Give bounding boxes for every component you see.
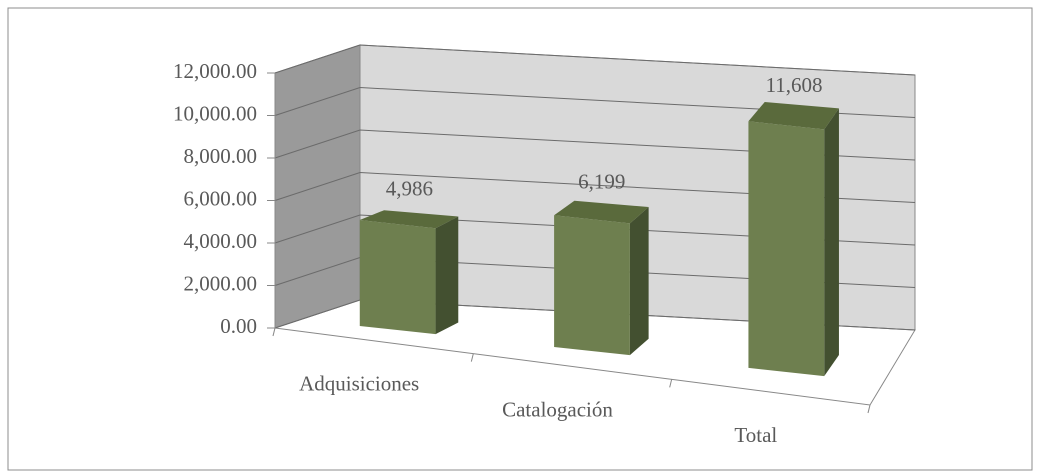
- y-tick-label: 2,000.00: [184, 271, 258, 295]
- x-tick: [470, 353, 474, 362]
- y-tick-label: 4,000.00: [184, 229, 258, 253]
- y-tick-label: 0.00: [220, 314, 257, 338]
- bar-top: [748, 102, 839, 130]
- bar-top: [359, 210, 459, 229]
- y-tick-label: 12,000.00: [173, 59, 257, 83]
- x-tick: [669, 379, 673, 388]
- x-tick-label: Catalogación: [502, 397, 613, 421]
- bar: [748, 121, 825, 377]
- x-tick-label: Total: [734, 423, 777, 447]
- x-tick-label: Adquisiciones: [299, 372, 419, 396]
- bar-side: [629, 207, 649, 356]
- grid-line: [274, 44, 916, 76]
- x-tick: [867, 404, 871, 414]
- value-label: 4,986: [386, 177, 433, 201]
- grid-line: [274, 129, 916, 161]
- grid-line: [274, 214, 916, 246]
- bar-top: [554, 200, 649, 224]
- bar-side: [824, 108, 839, 377]
- y-tick-label: 8,000.00: [184, 144, 258, 168]
- y-tick-label: 6,000.00: [184, 186, 258, 210]
- bar: [554, 215, 630, 356]
- bar-side: [435, 216, 459, 335]
- grid-line: [274, 86, 916, 118]
- grid-line: [274, 171, 916, 203]
- value-label: 6,199: [578, 169, 625, 193]
- bar: [359, 220, 436, 335]
- value-label: 11,608: [766, 73, 823, 97]
- y-tick-label: 10,000.00: [173, 101, 257, 125]
- x-tick: [272, 327, 276, 337]
